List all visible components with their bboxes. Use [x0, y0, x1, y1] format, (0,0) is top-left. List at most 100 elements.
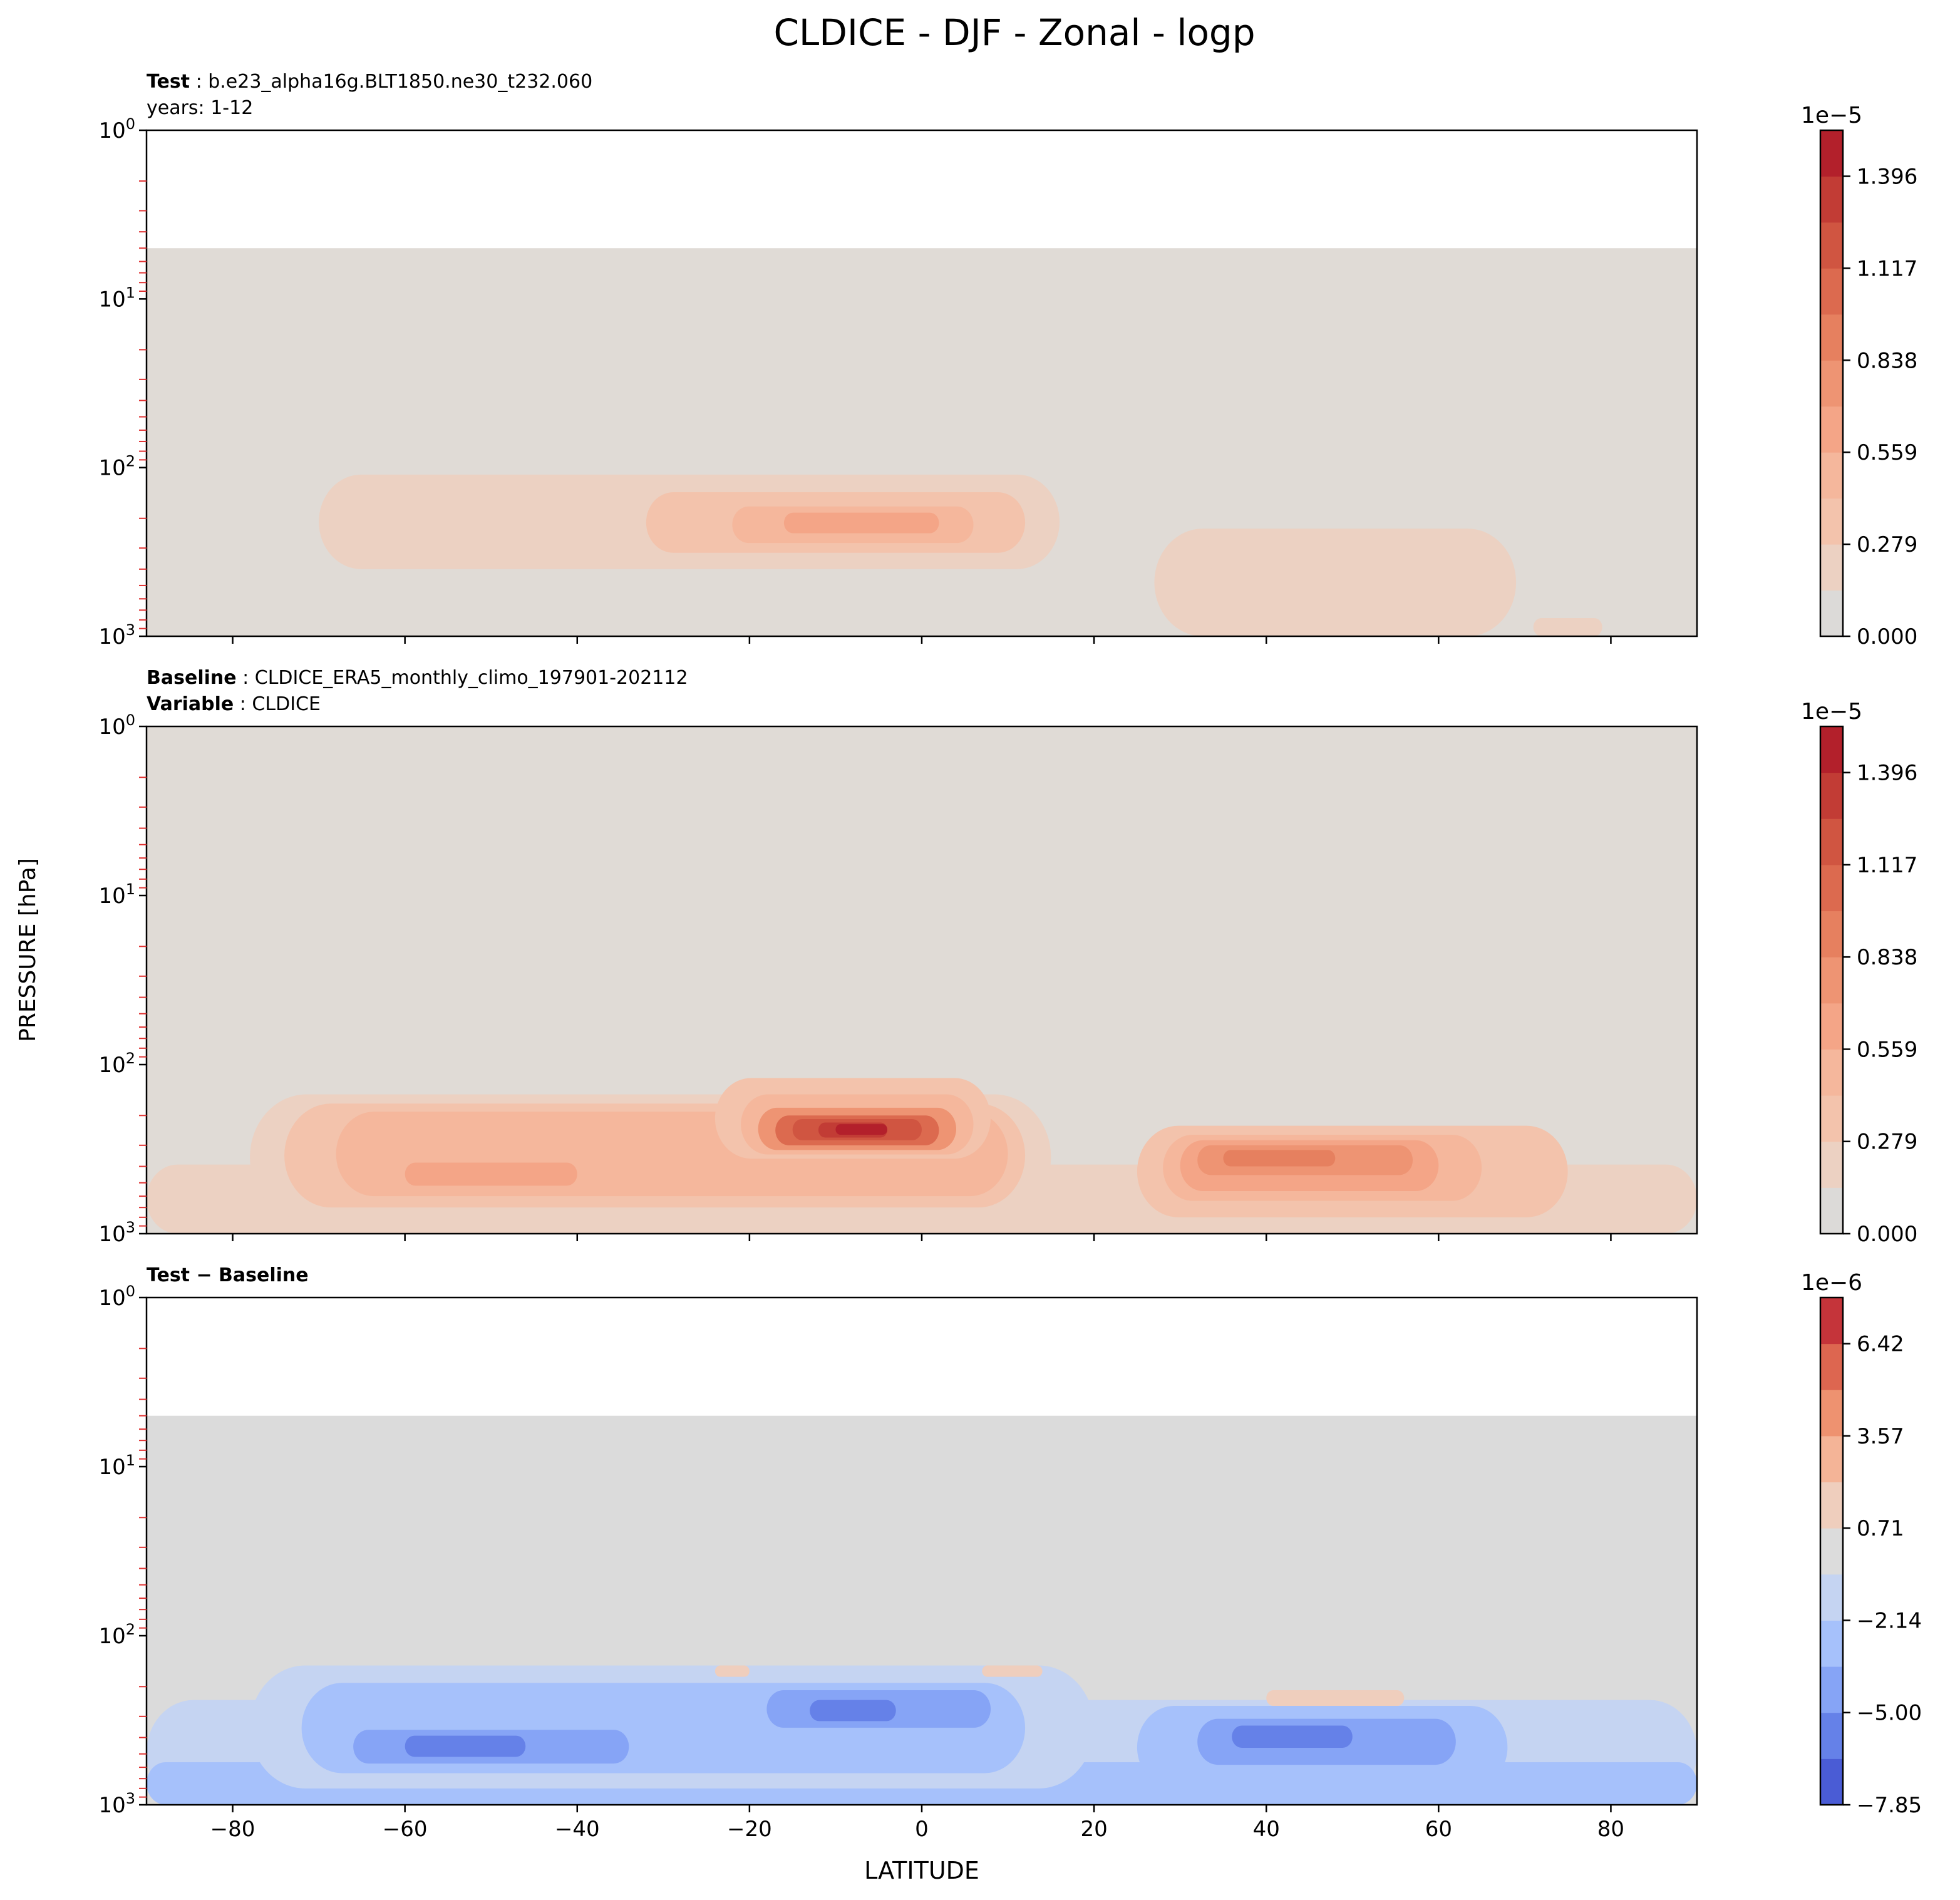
- colorbar-tick-label: 1.117: [1857, 256, 1917, 281]
- colorbar-tick-label: 1.117: [1857, 853, 1917, 878]
- contour-region: [1205, 537, 1421, 573]
- panel-difference: Test − Baseline −80 −60 −40 −20 0 20 40 60 80 100 1…: [98, 1264, 1922, 1842]
- colorbar-segment: [1820, 360, 1843, 407]
- y-axis-label: PRESSURE [hPa]: [15, 858, 41, 1042]
- panel-test: Test : b.e23_alpha16g.BLT1850.ne30_t232.…: [98, 71, 1917, 649]
- contour-region: [1223, 1150, 1336, 1167]
- colorbar-segment: [1820, 1528, 1843, 1575]
- panel-header-1: Test − Baseline: [147, 1264, 309, 1286]
- header-value: years: 1-12: [147, 97, 253, 119]
- colorbar-frame: [1819, 1296, 1844, 1806]
- colorbar-segment: [1820, 268, 1843, 315]
- colorbar-segment: [1820, 1298, 1843, 1345]
- y-tick-label: 103: [98, 621, 135, 649]
- contour-region: [1266, 1690, 1405, 1706]
- x-tick-label: 0: [915, 1817, 929, 1842]
- colorbar-tick-label: −5.00: [1857, 1701, 1922, 1726]
- header-key: Test − Baseline: [147, 1264, 309, 1286]
- colorbar-tick-label: 1.396: [1857, 164, 1917, 189]
- y-tick-label: 101: [98, 880, 135, 909]
- colorbar-segment: [1820, 1666, 1843, 1713]
- colorbar-segment: [1820, 314, 1843, 361]
- colorbar-tick-label: 6.42: [1857, 1332, 1904, 1357]
- colorbar-segment: [1820, 176, 1843, 223]
- y-tick-label: 100: [98, 115, 135, 143]
- colorbar-segment: [1820, 1049, 1843, 1096]
- colorbar-segment: [1820, 1435, 1843, 1483]
- colorbar-segment: [1820, 1390, 1843, 1437]
- colorbar-tick-label: −7.85: [1857, 1793, 1922, 1818]
- y-tick-label: 101: [98, 284, 135, 312]
- contour-region: [1232, 1725, 1353, 1748]
- y-tick-label: 103: [98, 1219, 135, 1247]
- contour-region: [405, 1162, 577, 1186]
- colorbar-tick-label: 0.559: [1857, 1037, 1917, 1062]
- panel-baseline: Baseline : CLDICE_ERA5_monthly_climo_197…: [98, 667, 1917, 1247]
- y-tick-label: 102: [98, 453, 135, 481]
- colorbar-segment: [1820, 406, 1843, 453]
- colorbar-tick-label: 0.279: [1857, 1130, 1917, 1155]
- header-value: : CLDICE: [234, 693, 321, 715]
- colorbar-tick-label: 3.57: [1857, 1424, 1904, 1449]
- colorbar-frame: [1819, 129, 1844, 638]
- colorbar-exponent: 1e−6: [1801, 1270, 1862, 1296]
- x-tick-label: −60: [383, 1817, 428, 1842]
- colorbar-tick-label: 0.71: [1857, 1516, 1904, 1541]
- colorbar-segment: [1820, 1758, 1843, 1805]
- contour-layer: [319, 474, 1602, 636]
- y-tick-label: 100: [98, 1283, 135, 1311]
- colorbar-segment: [1820, 1712, 1843, 1759]
- header-value: : CLDICE_ERA5_monthly_climo_197901-20211…: [237, 667, 688, 689]
- header-key: Baseline: [147, 667, 237, 689]
- colorbar-test: 0.000 0.279 0.559 0.838 1.117 1.396 1e−5: [1801, 103, 1917, 649]
- colorbar-segment: [1820, 1574, 1843, 1621]
- panel-header-2: Variable : CLDICE: [147, 693, 321, 715]
- colorbar-segment: [1820, 911, 1843, 958]
- x-tick-label: −40: [555, 1817, 600, 1842]
- colorbar-baseline: 0.000 0.279 0.559 0.838 1.117 1.396 1e−5: [1801, 699, 1917, 1247]
- colorbar-tick-label: −2.14: [1857, 1608, 1922, 1633]
- colorbar-segment: [1820, 864, 1843, 912]
- colorbar-difference: −7.85 −5.00 −2.14 0.71 3.57 6.42 1e−6: [1801, 1270, 1922, 1818]
- colorbar-segment: [1820, 726, 1843, 773]
- y-tick-label: 100: [98, 711, 135, 740]
- contour-region: [835, 1124, 887, 1135]
- y-tick-label: 101: [98, 1452, 135, 1480]
- colorbar-segment: [1820, 130, 1843, 177]
- panels: Test : b.e23_alpha16g.BLT1850.ne30_t232.…: [98, 71, 1922, 1842]
- contour-region: [405, 1735, 526, 1757]
- colorbar-segment: [1820, 957, 1843, 1004]
- x-axis-label: LATITUDE: [864, 1857, 979, 1884]
- colorbar-segment: [1820, 1482, 1843, 1529]
- colorbar-segment: [1820, 590, 1843, 637]
- panel-header-2: years: 1-12: [147, 97, 253, 119]
- colorbar-segment: [1820, 452, 1843, 499]
- colorbar-segment: [1820, 1343, 1843, 1390]
- colorbar-frame: [1819, 725, 1844, 1235]
- colorbar-tick-label: 0.838: [1857, 348, 1917, 373]
- contour-layer: [147, 1665, 1697, 1805]
- colorbar-exponent: 1e−5: [1801, 699, 1862, 725]
- colorbar-tick-label: 1.396: [1857, 761, 1917, 786]
- panel-header-1: Test : b.e23_alpha16g.BLT1850.ne30_t232.…: [147, 71, 592, 93]
- y-tick-label: 103: [98, 1790, 135, 1818]
- header-value: : b.e23_alpha16g.BLT1850.ne30_t232.060: [190, 71, 592, 93]
- x-tick-label: 60: [1425, 1817, 1452, 1842]
- y-tick-label: 102: [98, 1621, 135, 1649]
- colorbar-tick-label: 0.279: [1857, 532, 1917, 557]
- colorbar-segment: [1820, 1095, 1843, 1142]
- contour-region: [783, 512, 939, 534]
- colorbar-exponent: 1e−5: [1801, 103, 1862, 128]
- colorbar-tick-label: 0.559: [1857, 440, 1917, 465]
- colorbar-segment: [1820, 1187, 1843, 1234]
- contour-region: [922, 1701, 974, 1719]
- x-tick-label: 40: [1253, 1817, 1280, 1842]
- x-tick-label: 80: [1597, 1817, 1624, 1842]
- colorbar-segment: [1820, 222, 1843, 269]
- x-tick-label: 20: [1080, 1817, 1107, 1842]
- colorbar-segment: [1820, 1620, 1843, 1667]
- contour-layer: [147, 1078, 1697, 1234]
- colorbar-segment: [1820, 1141, 1843, 1188]
- colorbar-segment: [1820, 1003, 1843, 1050]
